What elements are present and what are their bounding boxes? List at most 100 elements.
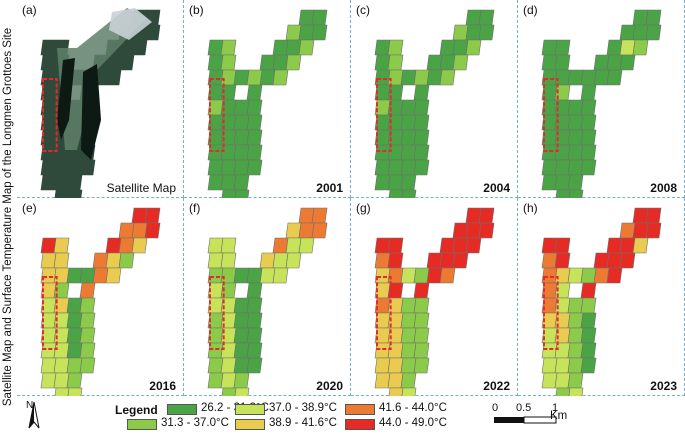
temperature-cell xyxy=(311,9,328,26)
temperature-cell xyxy=(388,189,404,198)
temperature-cell xyxy=(580,144,597,161)
temperature-cell xyxy=(388,387,404,396)
temperature-cell xyxy=(567,159,584,176)
temperature-cell xyxy=(541,54,558,71)
temperature-cell xyxy=(400,129,417,146)
temperature-cell xyxy=(40,267,57,284)
temperature-cell xyxy=(541,69,558,86)
temperature-cell xyxy=(374,39,391,56)
temperature-cell xyxy=(541,252,558,269)
temperature-cell xyxy=(619,54,636,71)
temperature-cell xyxy=(272,39,289,56)
highlight-box xyxy=(376,276,392,350)
temperature-cell xyxy=(580,327,597,344)
temperature-cell xyxy=(580,357,597,374)
legend-label: 31.3 - 37.0°C xyxy=(161,417,229,429)
temperature-cell xyxy=(207,39,224,56)
temperature-cell xyxy=(554,54,571,71)
panel-year: 2023 xyxy=(650,379,677,393)
temperature-cell xyxy=(426,54,443,71)
temperature-cell xyxy=(541,357,558,374)
temperature-cell xyxy=(478,24,495,41)
temperature-cell xyxy=(580,342,597,359)
temperature-cell xyxy=(554,159,571,176)
legend-swatch xyxy=(345,419,375,430)
temperature-cell xyxy=(580,84,597,101)
panel-caption: Satellite Map xyxy=(106,181,176,195)
temperature-cell xyxy=(246,312,263,329)
temperature-cell xyxy=(259,54,276,71)
temperature-cell xyxy=(207,174,224,191)
temperature-cell xyxy=(259,252,276,269)
temperature-cell xyxy=(233,327,250,344)
temperature-cell xyxy=(413,69,430,86)
temperature-cell xyxy=(233,174,250,191)
temperature-cell xyxy=(478,9,495,26)
temperature-cell xyxy=(207,327,224,344)
panel-year: 2020 xyxy=(316,379,343,393)
temperature-cell xyxy=(554,357,571,374)
temperature-cell xyxy=(246,84,263,101)
temperature-cell xyxy=(580,69,597,86)
temperature-cell xyxy=(387,69,404,86)
temperature-cell xyxy=(207,129,224,146)
temperature-cell xyxy=(66,372,83,389)
temperature-cell xyxy=(400,267,417,284)
temperature-cell xyxy=(207,99,224,116)
temperature-cell xyxy=(54,387,70,396)
highlight-box xyxy=(543,78,559,152)
temperature-cell xyxy=(452,39,469,56)
temperature-cell xyxy=(541,372,558,389)
temperature-cell xyxy=(233,372,250,389)
temperature-cell xyxy=(285,252,302,269)
temperature-cell xyxy=(246,282,263,299)
temperature-cell xyxy=(272,252,289,269)
legend-label: 38.9 - 41.6°C xyxy=(269,417,337,429)
temperature-cell xyxy=(541,99,558,116)
temperature-cell xyxy=(452,54,469,71)
temperature-cell xyxy=(233,267,250,284)
temperature-cell xyxy=(606,237,623,254)
temperature-cell xyxy=(207,54,224,71)
temperature-cell xyxy=(298,24,315,41)
temperature-cell xyxy=(207,237,224,254)
temperature-cell xyxy=(246,357,263,374)
panel-year: 2004 xyxy=(483,181,510,195)
temperature-cell xyxy=(207,357,224,374)
temperature-cell xyxy=(246,267,263,284)
temperature-grid xyxy=(207,9,328,198)
temperature-cell xyxy=(401,387,417,396)
legend-label: 44.0 - 49.0°C xyxy=(379,417,447,429)
temperature-cell xyxy=(233,312,250,329)
temperature-cell xyxy=(374,357,391,374)
temperature-cell xyxy=(387,174,404,191)
temperature-grid xyxy=(541,207,662,396)
temperature-cell xyxy=(400,372,417,389)
river-band xyxy=(57,8,147,150)
temperature-cell xyxy=(233,69,250,86)
temperature-cell xyxy=(567,357,584,374)
temperature-cell xyxy=(439,69,456,86)
temperature-cell xyxy=(452,237,469,254)
panel-year: 2008 xyxy=(650,181,677,195)
temperature-cell xyxy=(452,252,469,269)
highlight-box xyxy=(209,78,225,152)
highlight-box xyxy=(376,78,392,152)
temperature-cell xyxy=(567,297,584,314)
temperature-cell xyxy=(374,129,391,146)
temperature-cell xyxy=(554,174,571,191)
temperature-cell xyxy=(452,222,469,239)
map-panel: (f) 2020 xyxy=(184,198,351,396)
temperature-cell xyxy=(207,372,224,389)
temperature-cell xyxy=(632,222,649,239)
legend-area: N Legend 26.2 - 31.3°C31.3 - 37.0°C37.0 … xyxy=(17,396,685,434)
temperature-cell xyxy=(632,9,649,26)
satellite-pixel xyxy=(53,159,70,176)
temperature-cell xyxy=(311,24,328,41)
temperature-cell xyxy=(144,222,161,239)
temperature-cell xyxy=(374,327,391,344)
temperature-cell xyxy=(374,159,391,176)
satellite-pixel xyxy=(118,54,135,71)
temperature-cell xyxy=(105,237,122,254)
scale-bar: 0 0.5 1 xyxy=(472,402,602,432)
